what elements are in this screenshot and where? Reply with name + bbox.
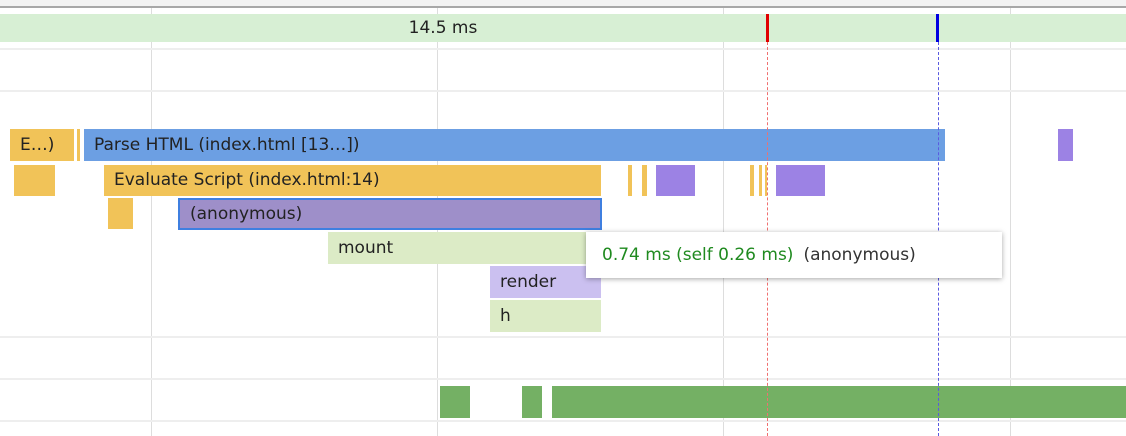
flame-sliver[interactable] (77, 129, 80, 161)
track-divider (0, 90, 1126, 92)
flame-script[interactable] (14, 165, 55, 196)
track-divider (0, 336, 1126, 338)
flame-function[interactable] (776, 165, 825, 196)
paint-bar[interactable] (522, 386, 542, 418)
grid-line (151, 8, 152, 436)
timeline-ruler (0, 0, 1126, 8)
paint-bar[interactable] (440, 386, 470, 418)
flame-sliver[interactable] (642, 165, 647, 196)
flame-mount[interactable]: mount (328, 232, 600, 264)
paint-bar[interactable] (552, 386, 1126, 418)
track-divider (0, 420, 1126, 422)
track-divider (0, 48, 1126, 50)
track-divider (0, 378, 1126, 380)
flame-h[interactable]: h (490, 300, 601, 332)
flame-script[interactable] (108, 198, 133, 229)
flame-sliver[interactable] (750, 165, 754, 196)
flame-parse-html[interactable]: Parse HTML (index.html [13…]) (84, 129, 945, 161)
flame-evaluate-script[interactable]: Evaluate Script (index.html:14) (104, 165, 601, 196)
tooltip-name: (anonymous) (803, 245, 916, 265)
flame-sliver[interactable] (759, 165, 762, 196)
flame-render[interactable]: render (490, 266, 601, 298)
tooltip: 0.74 ms (self 0.26 ms) (anonymous) (586, 232, 1002, 278)
tooltip-time: 0.74 ms (self 0.26 ms) (602, 245, 794, 265)
flame-anonymous-selected[interactable]: (anonymous) (178, 198, 602, 230)
grid-line (723, 8, 724, 436)
frame-duration: 14.5 ms (408, 18, 478, 38)
marker-blue (936, 14, 939, 42)
flame-event-truncated[interactable]: E…) (10, 129, 74, 161)
grid-line (1010, 8, 1011, 436)
flame-sliver[interactable] (765, 165, 767, 196)
marker-red (766, 14, 769, 42)
flame-sliver[interactable] (628, 165, 632, 196)
flame-function[interactable] (656, 165, 695, 196)
flame-function[interactable] (1058, 129, 1073, 161)
